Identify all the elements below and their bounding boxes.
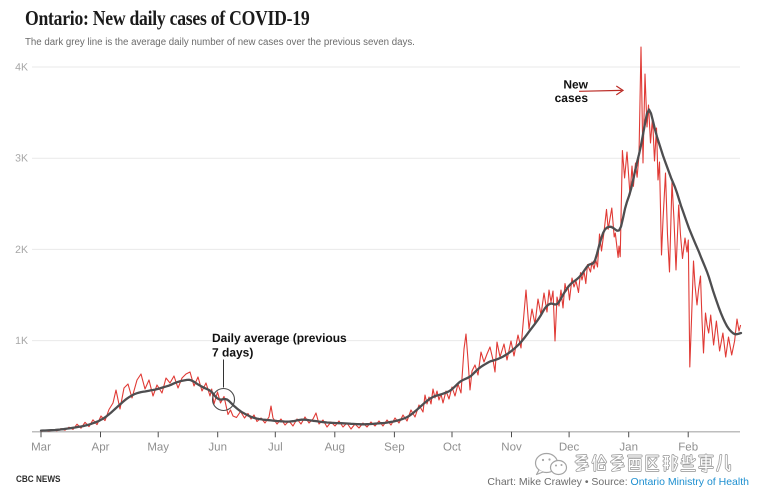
svg-text:Aug: Aug	[325, 442, 345, 454]
svg-text:May: May	[147, 442, 169, 454]
svg-text:1K: 1K	[15, 335, 28, 347]
svg-text:Jul: Jul	[268, 442, 283, 454]
svg-text:Daily average (previous: Daily average (previous	[212, 331, 347, 345]
svg-text:Sep: Sep	[384, 442, 404, 454]
svg-text:Jun: Jun	[208, 442, 227, 454]
svg-text:New: New	[563, 78, 588, 92]
svg-text:Feb: Feb	[678, 442, 698, 454]
svg-text:7 days): 7 days)	[212, 346, 253, 360]
svg-text:3K: 3K	[15, 153, 28, 165]
svg-text:Apr: Apr	[92, 442, 110, 454]
svg-text:Mar: Mar	[31, 442, 51, 454]
svg-text:cases: cases	[555, 91, 589, 105]
svg-text:Dec: Dec	[559, 442, 580, 454]
svg-text:2K: 2K	[15, 244, 28, 256]
svg-text:Nov: Nov	[501, 442, 522, 454]
svg-text:4K: 4K	[15, 62, 28, 74]
svg-text:Jan: Jan	[619, 442, 638, 454]
svg-text:Oct: Oct	[443, 442, 462, 454]
